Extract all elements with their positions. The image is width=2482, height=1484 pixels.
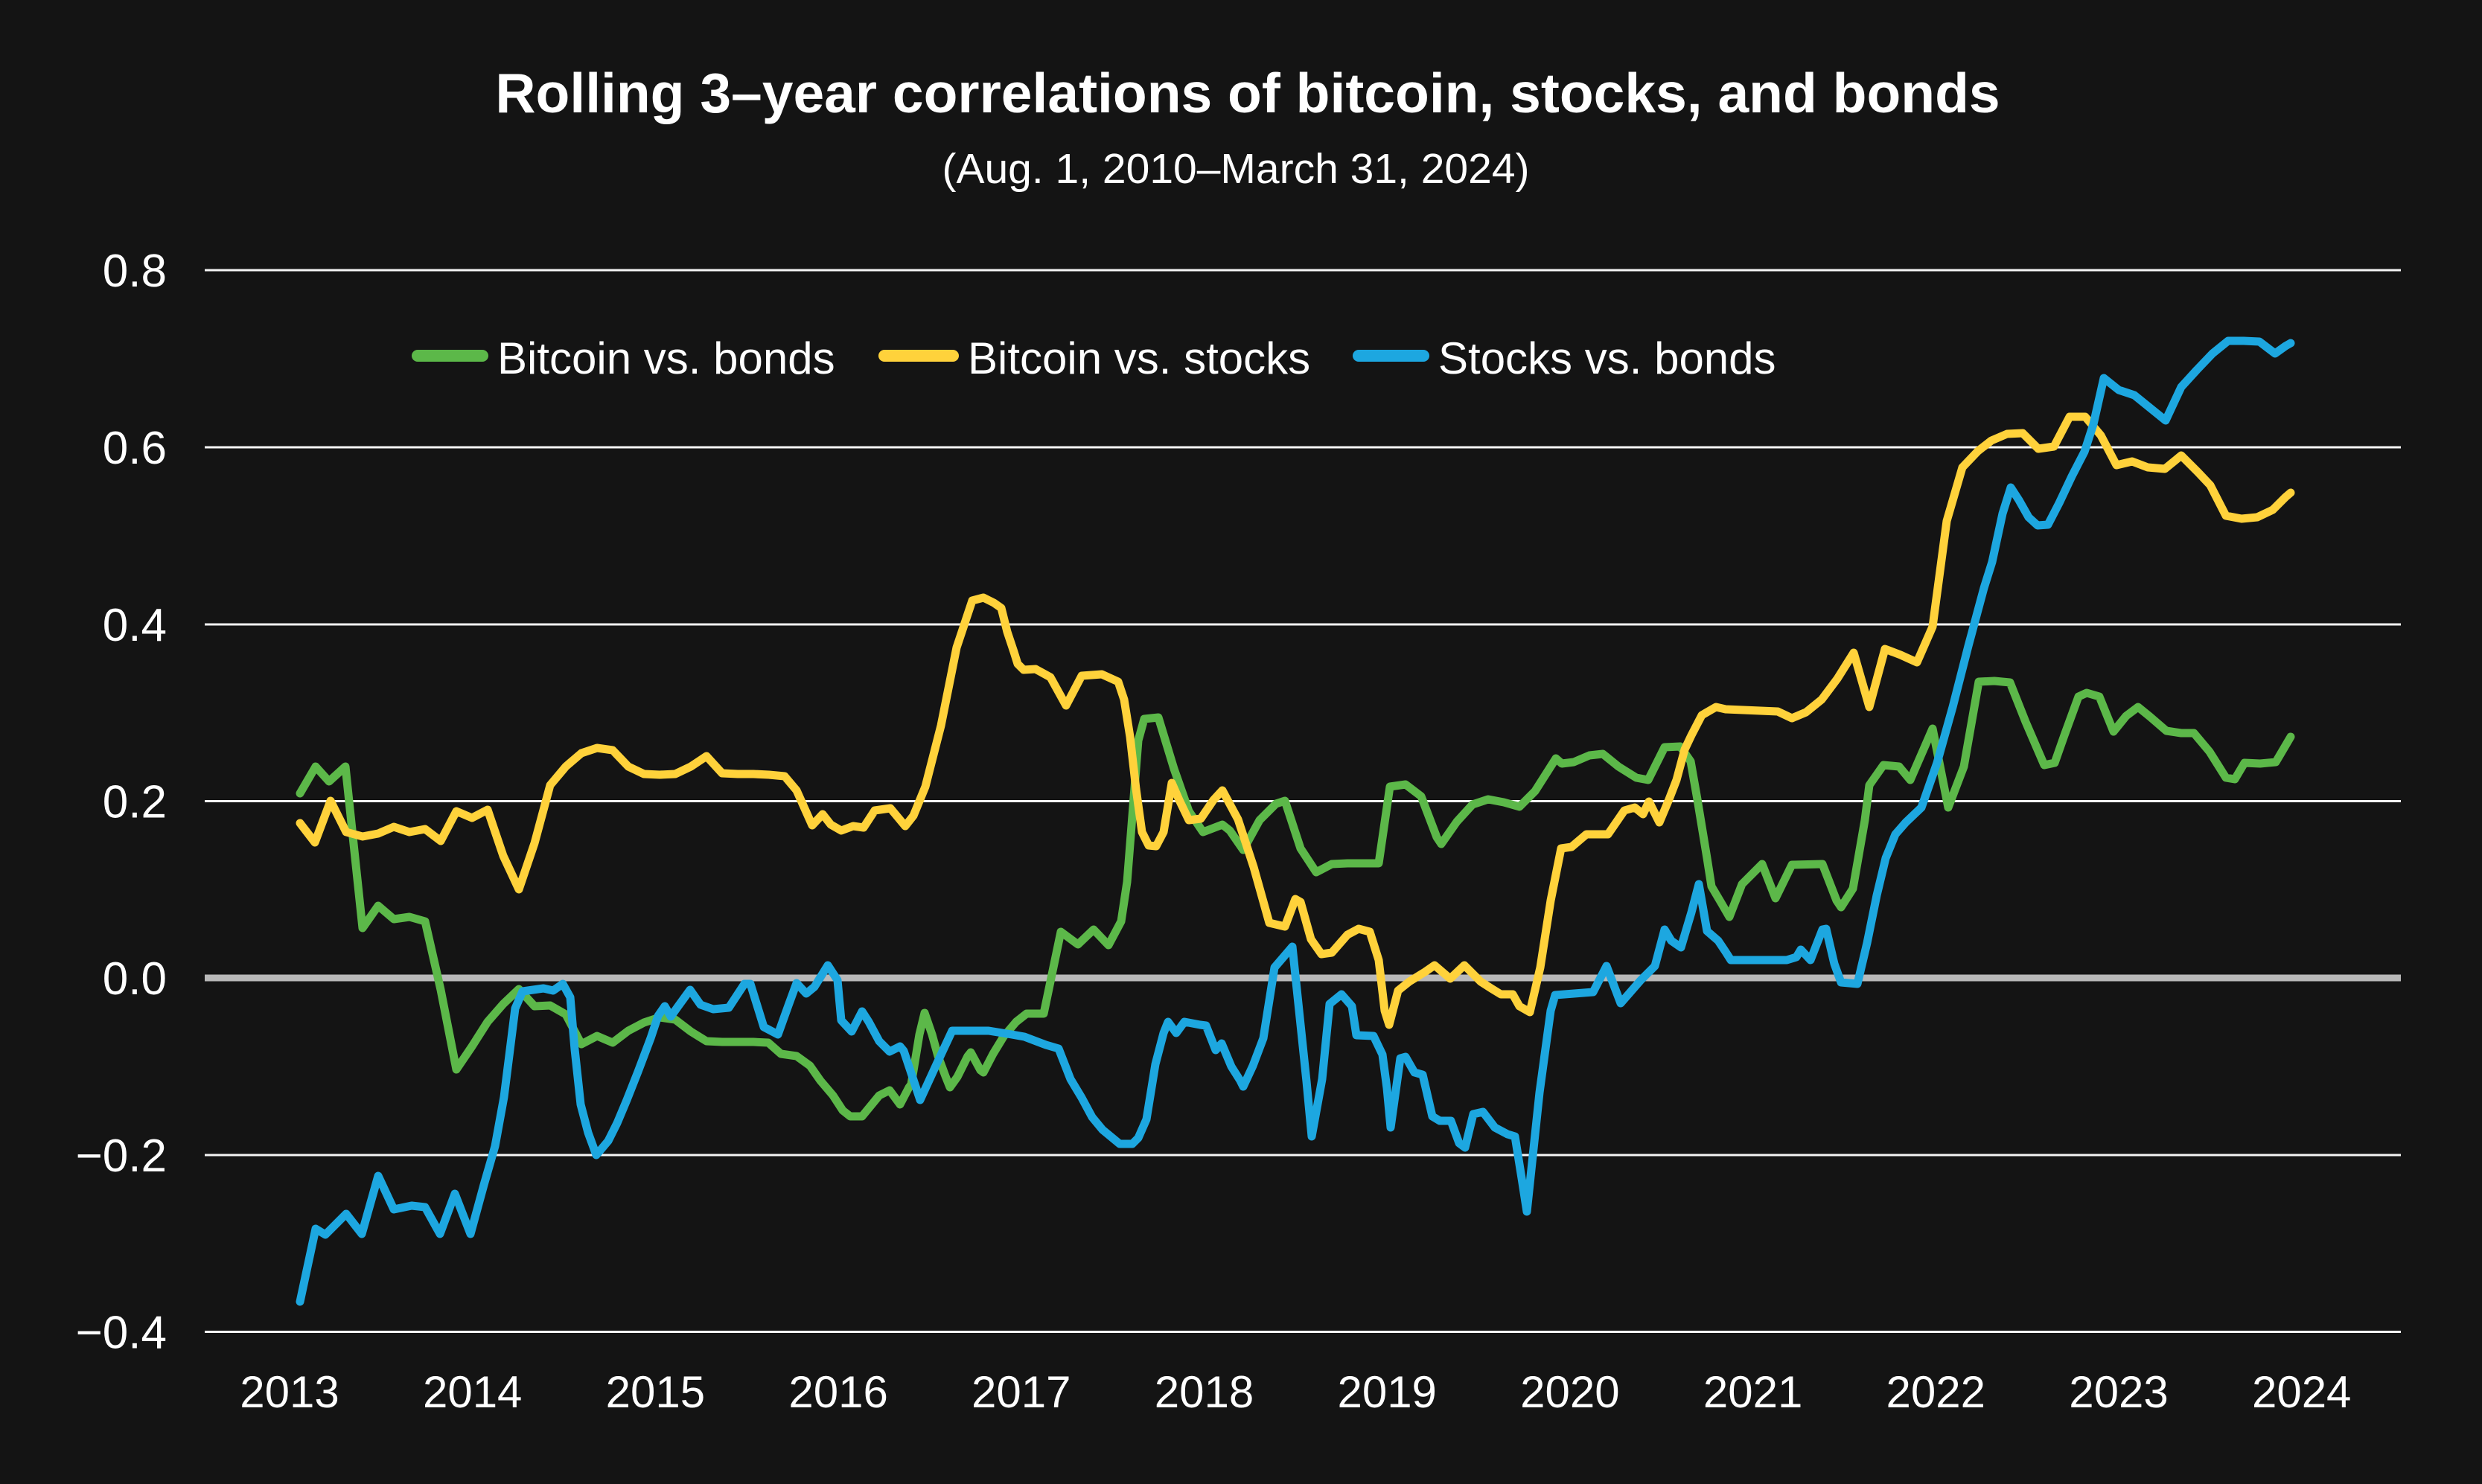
svg-text:2017: 2017	[972, 1367, 1071, 1417]
svg-text:−0.2: −0.2	[76, 1130, 167, 1182]
svg-text:Bitcoin vs. stocks: Bitcoin vs. stocks	[968, 333, 1310, 383]
svg-text:0.2: 0.2	[103, 777, 167, 828]
svg-text:0.4: 0.4	[103, 600, 167, 651]
svg-text:2018: 2018	[1155, 1367, 1254, 1417]
svg-text:2020: 2020	[1520, 1367, 1619, 1417]
svg-text:2024: 2024	[2252, 1367, 2351, 1417]
svg-text:Rolling 3–year correlations of: Rolling 3–year correlations of bitcoin, …	[495, 62, 2000, 124]
svg-text:0.0: 0.0	[103, 953, 167, 1005]
svg-text:(Aug. 1, 2010–March 31, 2024): (Aug. 1, 2010–March 31, 2024)	[942, 145, 1529, 193]
svg-text:2014: 2014	[423, 1367, 522, 1417]
svg-text:0.6: 0.6	[103, 423, 167, 474]
svg-text:−0.4: −0.4	[76, 1308, 167, 1359]
svg-text:2015: 2015	[606, 1367, 705, 1417]
svg-text:2016: 2016	[788, 1367, 887, 1417]
svg-text:2023: 2023	[2069, 1367, 2168, 1417]
svg-text:2019: 2019	[1337, 1367, 1436, 1417]
svg-text:Stocks vs. bonds: Stocks vs. bonds	[1438, 333, 1776, 383]
svg-text:0.8: 0.8	[103, 246, 167, 297]
svg-text:2022: 2022	[1886, 1367, 1985, 1417]
svg-text:Bitcoin vs. bonds: Bitcoin vs. bonds	[497, 333, 835, 383]
svg-text:2013: 2013	[240, 1367, 339, 1417]
svg-text:2021: 2021	[1703, 1367, 1802, 1417]
